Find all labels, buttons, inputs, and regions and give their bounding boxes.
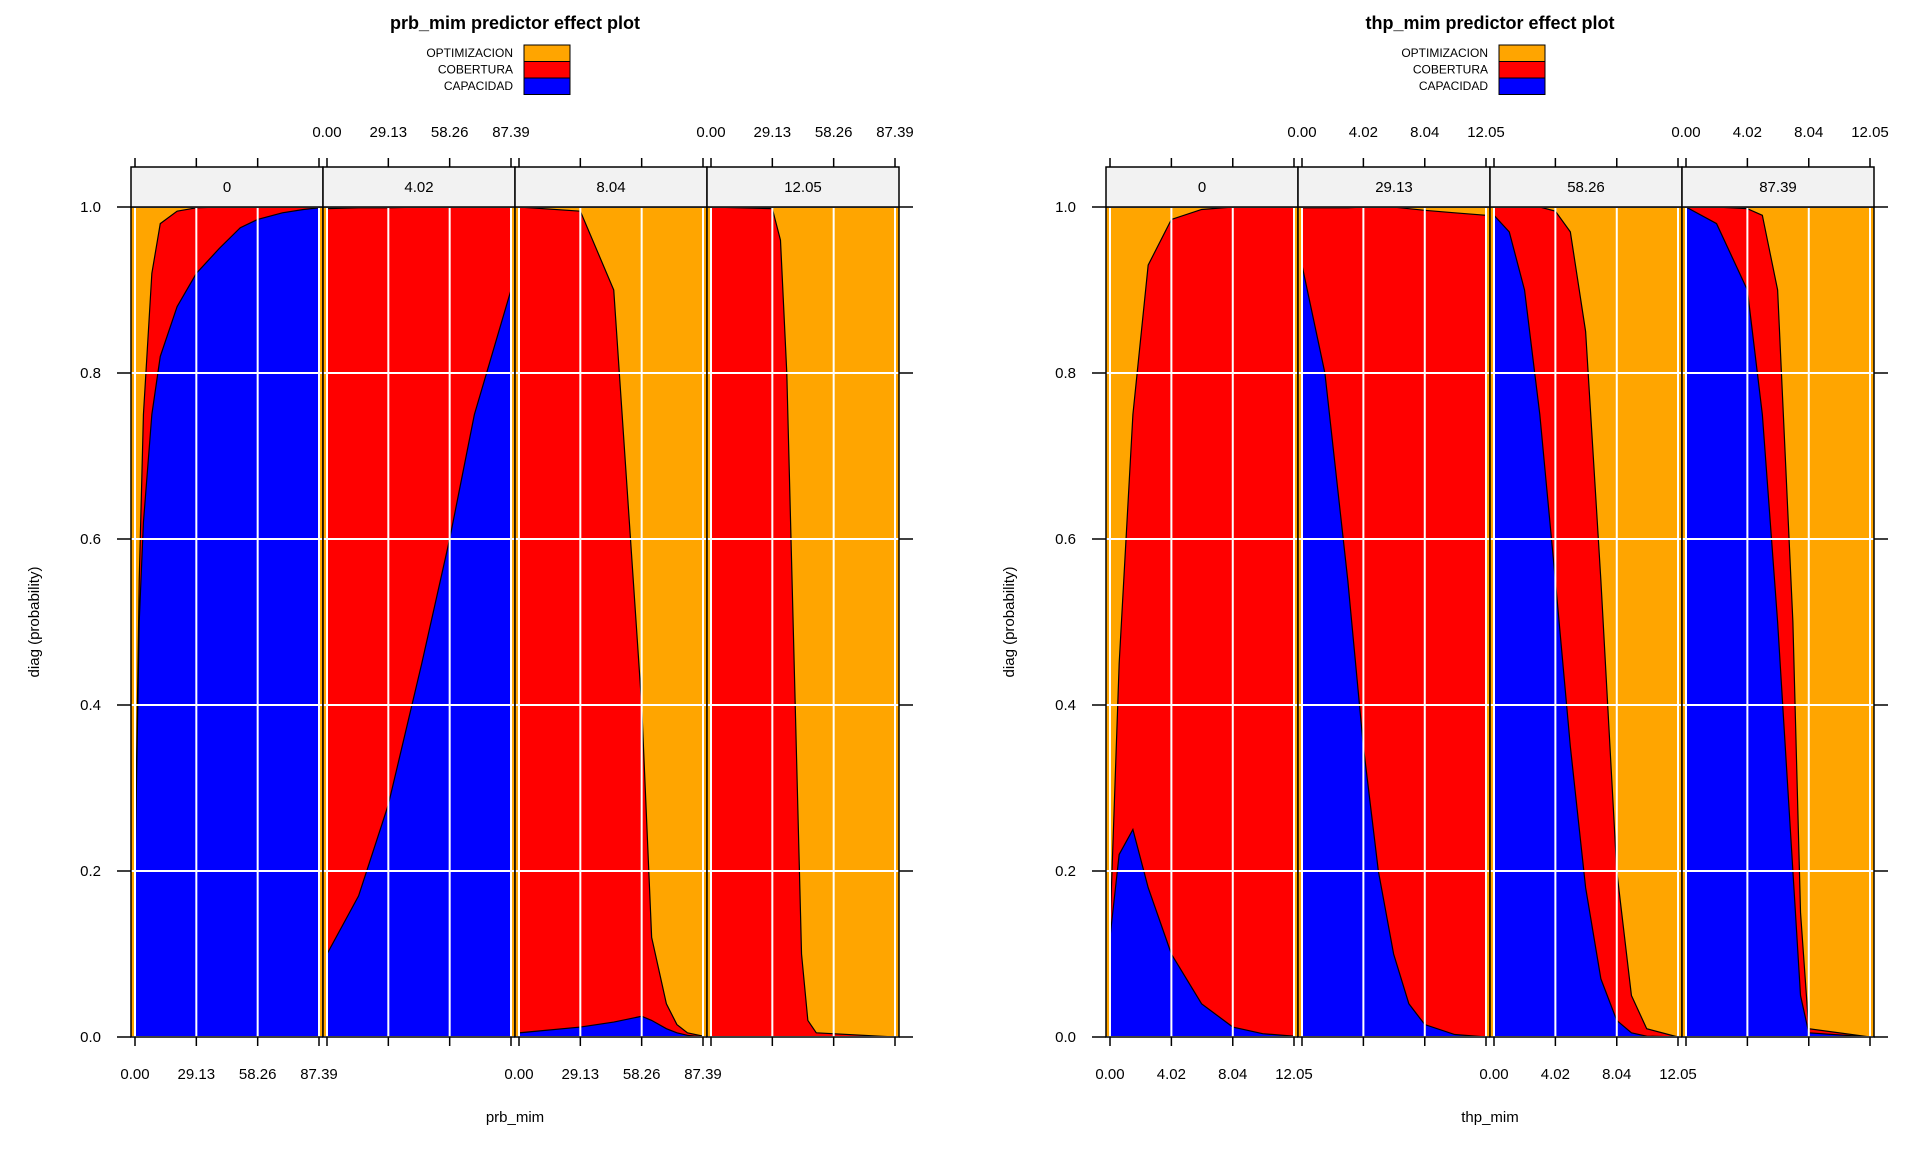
y-tick-label: 1.0 — [80, 199, 101, 216]
strip-label: 0 — [223, 179, 231, 196]
x-tick-label-top: 58.26 — [431, 124, 469, 141]
x-tick-label-top: 0.00 — [1671, 124, 1700, 141]
y-tick-label: 0.6 — [1055, 531, 1076, 548]
y-tick-label: 0.4 — [1055, 697, 1076, 714]
x-tick-label-bottom: 4.02 — [1541, 1066, 1570, 1083]
x-tick-label-bottom: 0.00 — [120, 1066, 149, 1083]
strip-box — [1489, 166, 1683, 208]
x-tick-label-top: 0.00 — [696, 124, 725, 141]
x-tick-label-bottom: 12.05 — [1275, 1066, 1313, 1083]
x-tick-label-bottom: 12.05 — [1659, 1066, 1697, 1083]
strip-label: 0 — [1198, 179, 1206, 196]
x-tick-label-bottom: 29.13 — [178, 1066, 216, 1083]
panel-4.02: 4.02 0.00 29.13 58.26 87.39 — [312, 124, 530, 1046]
x-tick-label-bottom: 58.26 — [239, 1066, 277, 1083]
panel-8.04: 8.04 0.00 29.13 58.26 87.39 — [504, 158, 722, 1083]
y-tick-label: 0.0 — [80, 1029, 101, 1046]
x-tick-label-top: 12.05 — [1467, 124, 1505, 141]
x-tick-label-bottom: 29.13 — [562, 1066, 600, 1083]
area-capacidad — [1301, 264, 1487, 1038]
y-tick-label: 1.0 — [1055, 199, 1076, 216]
area-capacidad — [1685, 205, 1871, 1038]
legend-label-optimizacion: OPTIMIZACION — [426, 46, 513, 60]
strip-box — [706, 166, 900, 208]
y-tick-label: 0.2 — [80, 863, 101, 880]
y-axis-label: diag (probability) — [1001, 567, 1018, 678]
legend-label-capacidad: CAPACIDAD — [444, 79, 513, 93]
x-tick-label-bottom: 0.00 — [1479, 1066, 1508, 1083]
y-tick-label: 0.6 — [80, 531, 101, 548]
area-capacidad — [518, 1015, 704, 1038]
x-tick-label-bottom: 87.39 — [684, 1066, 722, 1083]
y-tick-label: 0.8 — [1055, 365, 1076, 382]
x-tick-label-bottom: 4.02 — [1157, 1066, 1186, 1083]
x-tick-label-top: 12.05 — [1851, 124, 1889, 141]
legend-swatch-optimizacion — [523, 44, 571, 62]
strip-label: 8.04 — [596, 179, 625, 196]
x-tick-label-top: 0.00 — [312, 124, 341, 141]
panel-58.26: 58.26 0.00 4.02 8.04 12.05 — [1479, 158, 1697, 1083]
legend-label-cobertura: COBERTURA — [438, 63, 513, 77]
strip-box — [1681, 166, 1875, 208]
x-tick-label-bottom: 0.00 — [1095, 1066, 1124, 1083]
panel-0: 0 0.00 4.02 8.04 12.05 — [1095, 158, 1313, 1083]
strip-box — [1105, 166, 1299, 208]
chart-1: prb_mim predictor effect plot OPTIMIZACIO… — [26, 13, 914, 1126]
legend-swatch-capacidad — [1498, 77, 1546, 95]
y-tick-label: 0.0 — [1055, 1029, 1076, 1046]
strip-box — [514, 166, 708, 208]
chart-title: thp_mim predictor effect plot — [1365, 13, 1614, 33]
legend-swatch-capacidad — [523, 77, 571, 95]
strip-label: 87.39 — [1759, 179, 1797, 196]
x-axis-label: thp_mim — [1461, 1109, 1519, 1126]
x-tick-label-top: 4.02 — [1733, 124, 1762, 141]
legend-swatch-cobertura — [1498, 61, 1546, 79]
legend-label-capacidad: CAPACIDAD — [1419, 79, 1488, 93]
area-capacidad — [134, 207, 320, 1038]
x-axis-label: prb_mim — [486, 1109, 544, 1126]
x-tick-label-top: 29.13 — [754, 124, 792, 141]
x-tick-label-top: 58.26 — [815, 124, 853, 141]
strip-box — [322, 166, 516, 208]
x-tick-label-top: 4.02 — [1349, 124, 1378, 141]
area-capacidad — [1493, 213, 1679, 1038]
x-tick-label-top: 8.04 — [1410, 124, 1439, 141]
y-tick-label: 0.8 — [80, 365, 101, 382]
legend-swatch-cobertura — [523, 61, 571, 79]
x-tick-label-bottom: 58.26 — [623, 1066, 661, 1083]
x-tick-label-top: 8.04 — [1794, 124, 1823, 141]
y-tick-label: 0.4 — [80, 697, 101, 714]
strip-label: 4.02 — [404, 179, 433, 196]
panel-87.39: 87.39 0.00 4.02 8.04 12.05 — [1671, 124, 1889, 1046]
legend-swatch-optimizacion — [1498, 44, 1546, 62]
x-tick-label-top: 29.13 — [370, 124, 408, 141]
x-tick-label-bottom: 87.39 — [300, 1066, 338, 1083]
chart-2: thp_mim predictor effect plot OPTIMIZACIO… — [1001, 13, 1889, 1126]
x-tick-label-top: 0.00 — [1287, 124, 1316, 141]
panel-0: 0 0.00 29.13 58.26 87.39 — [120, 158, 338, 1083]
legend-label-optimizacion: OPTIMIZACION — [1401, 46, 1488, 60]
x-tick-label-bottom: 8.04 — [1218, 1066, 1247, 1083]
x-tick-label-bottom: 8.04 — [1602, 1066, 1631, 1083]
y-tick-label: 0.2 — [1055, 863, 1076, 880]
panel-12.05: 12.05 0.00 29.13 58.26 87.39 — [696, 124, 914, 1046]
y-axis-label: diag (probability) — [26, 567, 43, 678]
strip-label: 29.13 — [1375, 179, 1413, 196]
panel-29.13: 29.13 0.00 4.02 8.04 12.05 — [1287, 124, 1505, 1046]
strip-label: 12.05 — [784, 179, 822, 196]
x-tick-label-top: 87.39 — [876, 124, 914, 141]
chart-title: prb_mim predictor effect plot — [390, 13, 640, 33]
legend-label-cobertura: COBERTURA — [1413, 63, 1488, 77]
x-tick-label-top: 87.39 — [492, 124, 530, 141]
strip-label: 58.26 — [1567, 179, 1605, 196]
x-tick-label-bottom: 0.00 — [504, 1066, 533, 1083]
